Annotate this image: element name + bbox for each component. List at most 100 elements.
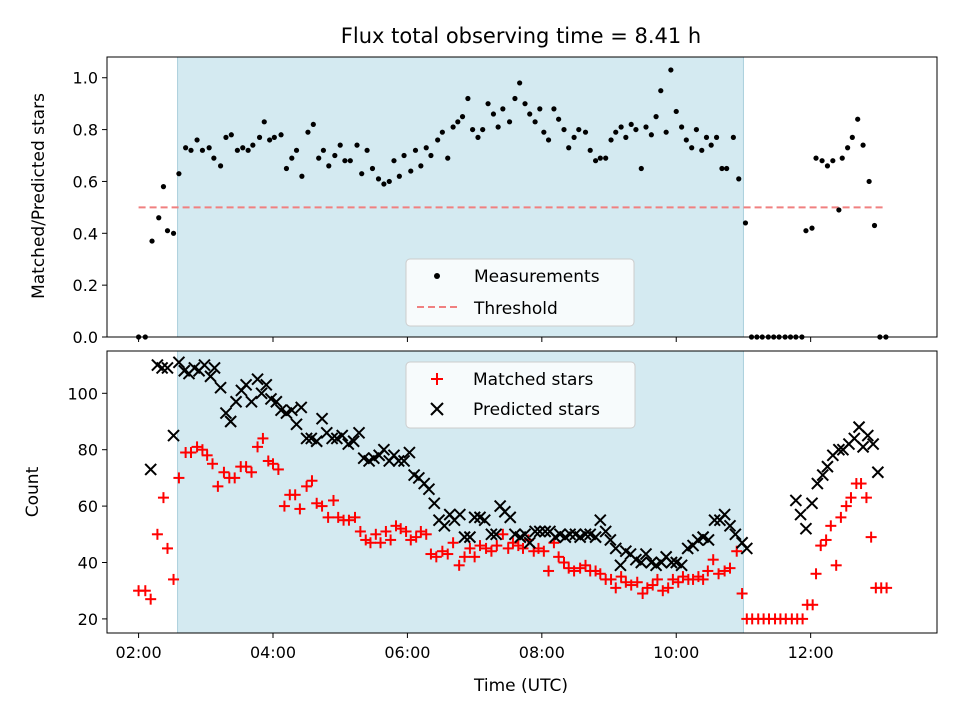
predicted-star-point	[290, 418, 303, 431]
predicted-star-point	[639, 547, 653, 561]
matched-star-point	[835, 511, 847, 523]
matched-star-point	[502, 542, 514, 554]
matched-star-point	[173, 472, 185, 484]
matched-star-point	[212, 480, 224, 492]
matched-star-point	[459, 551, 471, 563]
measurement-point	[679, 124, 685, 130]
matched-star-point	[306, 475, 318, 487]
top-ytick-label: 0.2	[73, 276, 98, 295]
measurement-point	[849, 134, 855, 140]
measurement-point	[283, 165, 290, 172]
measurement-point	[571, 134, 577, 140]
measurement-point	[160, 184, 167, 190]
xtick-label: 04:00	[250, 643, 296, 662]
matched-star-point	[625, 579, 637, 591]
matched-star-point	[370, 528, 382, 540]
measurement-point	[412, 147, 419, 153]
measurement-point	[342, 158, 348, 164]
measurement-point	[742, 220, 749, 226]
predicted-star-point	[594, 513, 607, 527]
measurement-point	[719, 165, 725, 172]
measurement-point	[459, 114, 466, 120]
predicted-star-point	[799, 522, 813, 535]
matched-star-point	[702, 565, 714, 577]
measurement-point	[332, 152, 338, 159]
matched-star-point	[196, 444, 208, 456]
measurement-point	[396, 173, 402, 179]
predicted-star-point	[871, 466, 885, 479]
matched-star-point	[294, 503, 306, 515]
measurement-point	[234, 147, 240, 153]
matched-star-point	[322, 511, 334, 523]
predicted-star-point	[789, 494, 803, 507]
predicted-star-point	[821, 460, 834, 473]
measurement-point	[724, 165, 730, 172]
predicted-star-point	[458, 530, 471, 544]
matched-star-point	[840, 500, 852, 512]
matched-star-point	[707, 554, 719, 566]
matched-star-point	[825, 520, 837, 532]
matched-star-point	[327, 494, 339, 506]
predicted-star-point	[325, 432, 339, 445]
measurement-point	[354, 142, 360, 148]
matched-star-point	[697, 573, 709, 585]
matched-star-point	[615, 571, 627, 583]
predicted-star-point	[300, 432, 313, 445]
matched-star-point	[631, 576, 643, 588]
matched-star-point	[474, 540, 486, 552]
measurement-point	[663, 129, 669, 135]
matched-star-point	[272, 463, 284, 475]
matched-star-point	[349, 511, 361, 523]
predicted-star-point	[255, 387, 268, 400]
measurement-point	[736, 176, 742, 182]
xtick-label: 06:00	[384, 643, 430, 662]
matched-star-point	[316, 500, 328, 512]
matched-star-point	[485, 545, 497, 557]
predicted-star-point	[239, 378, 253, 392]
matched-star-point	[797, 613, 809, 625]
measurement-point	[587, 147, 593, 153]
predicted-star-point	[665, 556, 678, 569]
predicted-star-point	[675, 559, 688, 572]
predicted-star-point	[614, 559, 627, 572]
measurement-point	[668, 67, 674, 73]
top-y-axis: 0.0 0.2 0.4 0.6 0.8 1.0	[73, 69, 107, 347]
measurement-point	[603, 155, 609, 161]
top-ytick-label: 0.4	[73, 224, 98, 243]
measurement-point	[375, 176, 382, 182]
xtick-label: 10:00	[653, 643, 699, 662]
measurement-point	[556, 116, 562, 122]
measurement-point	[506, 119, 513, 125]
measurement-point	[703, 134, 710, 140]
measurement-point	[465, 95, 471, 102]
matched-star-point	[736, 588, 748, 600]
matched-star-point	[580, 559, 592, 571]
predicted-star-point	[518, 528, 532, 541]
measurement-point	[271, 134, 277, 140]
measurement-point	[561, 126, 567, 133]
measurement-point	[445, 155, 451, 161]
measurement-point	[512, 95, 518, 102]
predicted-star-point	[270, 395, 283, 408]
measurement-point	[693, 126, 700, 133]
measurement-point	[359, 171, 365, 177]
matched-star-point	[491, 540, 503, 552]
bottom-legend-box	[405, 361, 636, 429]
predicted-star-point	[604, 533, 617, 547]
predicted-star-point	[167, 429, 180, 442]
measurement-point	[819, 158, 825, 164]
matched-star-point	[442, 548, 454, 560]
measurement-point	[618, 124, 624, 130]
predicted-star-point	[224, 415, 237, 428]
bottom-ytick-label: 60	[78, 497, 98, 516]
measurement-point	[450, 124, 456, 130]
measurement-point	[320, 147, 327, 153]
top-x-axis-ticks	[138, 337, 812, 342]
measurement-point	[495, 124, 501, 130]
predicted-star-point	[723, 519, 737, 533]
matched-star-point	[497, 528, 509, 540]
measurement-point	[423, 145, 429, 151]
measurement-point	[803, 228, 809, 234]
legend-predicted-marker	[430, 402, 444, 416]
matched-star-point	[637, 588, 649, 600]
